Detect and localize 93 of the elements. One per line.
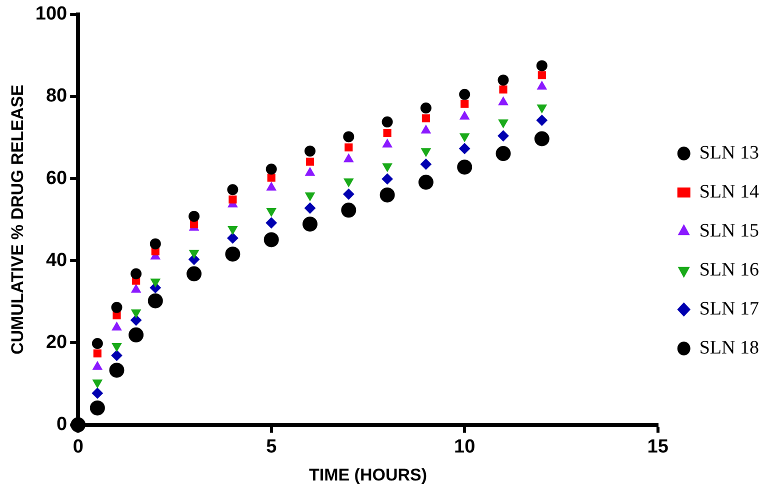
point [344, 178, 354, 187]
point [460, 133, 470, 142]
x-tick-label: 10 [454, 436, 476, 458]
point [148, 293, 163, 308]
point [92, 380, 102, 388]
point [498, 74, 509, 86]
point [460, 111, 470, 120]
point [537, 81, 547, 90]
point [93, 349, 102, 358]
point [128, 327, 144, 342]
point [92, 388, 103, 399]
legend-label: SLN 17 [699, 298, 760, 320]
point [382, 116, 393, 128]
point [382, 138, 392, 148]
point [499, 85, 508, 94]
point [382, 163, 392, 172]
point [538, 71, 546, 80]
point [534, 131, 550, 146]
point [266, 164, 277, 175]
point [189, 250, 199, 258]
point [130, 268, 142, 280]
y-tick-label: 80 [46, 86, 68, 107]
point [92, 338, 103, 350]
point [130, 314, 142, 326]
x-tick-label: 0 [72, 436, 84, 458]
y-tick-label: 20 [46, 332, 68, 353]
legend-label: SLN 14 [699, 181, 760, 202]
point [383, 128, 392, 138]
point [380, 187, 395, 202]
point [112, 322, 122, 331]
point [186, 266, 202, 282]
point [228, 195, 237, 204]
point [344, 154, 354, 162]
x-tick-label: 5 [266, 436, 278, 458]
point [343, 188, 354, 200]
point [420, 102, 432, 114]
point [498, 130, 509, 142]
legend-label: SLN 15 [699, 220, 760, 242]
point [111, 350, 122, 361]
point [131, 284, 141, 293]
point [460, 100, 469, 108]
x-axis-title: TIME (HOURS) [308, 465, 427, 484]
point [112, 343, 122, 352]
point [150, 238, 161, 250]
point [70, 417, 86, 432]
y-tick-label: 0 [56, 414, 68, 436]
point [227, 232, 238, 244]
point [131, 309, 141, 318]
point [498, 119, 508, 128]
point [343, 131, 354, 142]
y-tick-label: 40 [46, 250, 68, 271]
y-axis-title: CUMULATIVE % DRUG RELEASE [8, 84, 27, 355]
point [227, 184, 238, 196]
point [228, 226, 238, 235]
point [422, 114, 430, 122]
y-tick-label: 100 [35, 4, 68, 25]
point [111, 302, 122, 313]
point [306, 158, 314, 166]
point [421, 125, 431, 134]
point [225, 246, 240, 262]
point [302, 216, 318, 232]
x-tick-label: 15 [647, 436, 669, 458]
point [459, 143, 470, 154]
point [496, 146, 511, 162]
point [264, 232, 279, 248]
point [420, 158, 432, 170]
y-tick-label: 60 [46, 168, 68, 189]
legend-label: SLN 16 [699, 259, 760, 280]
point [304, 202, 316, 214]
point [266, 217, 277, 228]
point [266, 208, 276, 216]
point [150, 278, 160, 288]
legend-label: SLN 13 [699, 142, 760, 164]
point [304, 146, 316, 157]
point [109, 362, 124, 378]
point [112, 311, 121, 320]
point [498, 96, 508, 106]
point [341, 202, 356, 218]
point [457, 160, 472, 175]
point [382, 173, 393, 184]
point [418, 174, 434, 190]
legend-label: SLN 18 [699, 337, 760, 358]
point [459, 88, 470, 100]
point [188, 210, 200, 222]
point [536, 114, 548, 126]
point [267, 174, 276, 182]
point [90, 400, 105, 416]
point [536, 60, 548, 72]
point [305, 192, 315, 201]
point [266, 182, 276, 191]
point [344, 143, 353, 152]
point [421, 148, 431, 157]
point [305, 167, 315, 176]
